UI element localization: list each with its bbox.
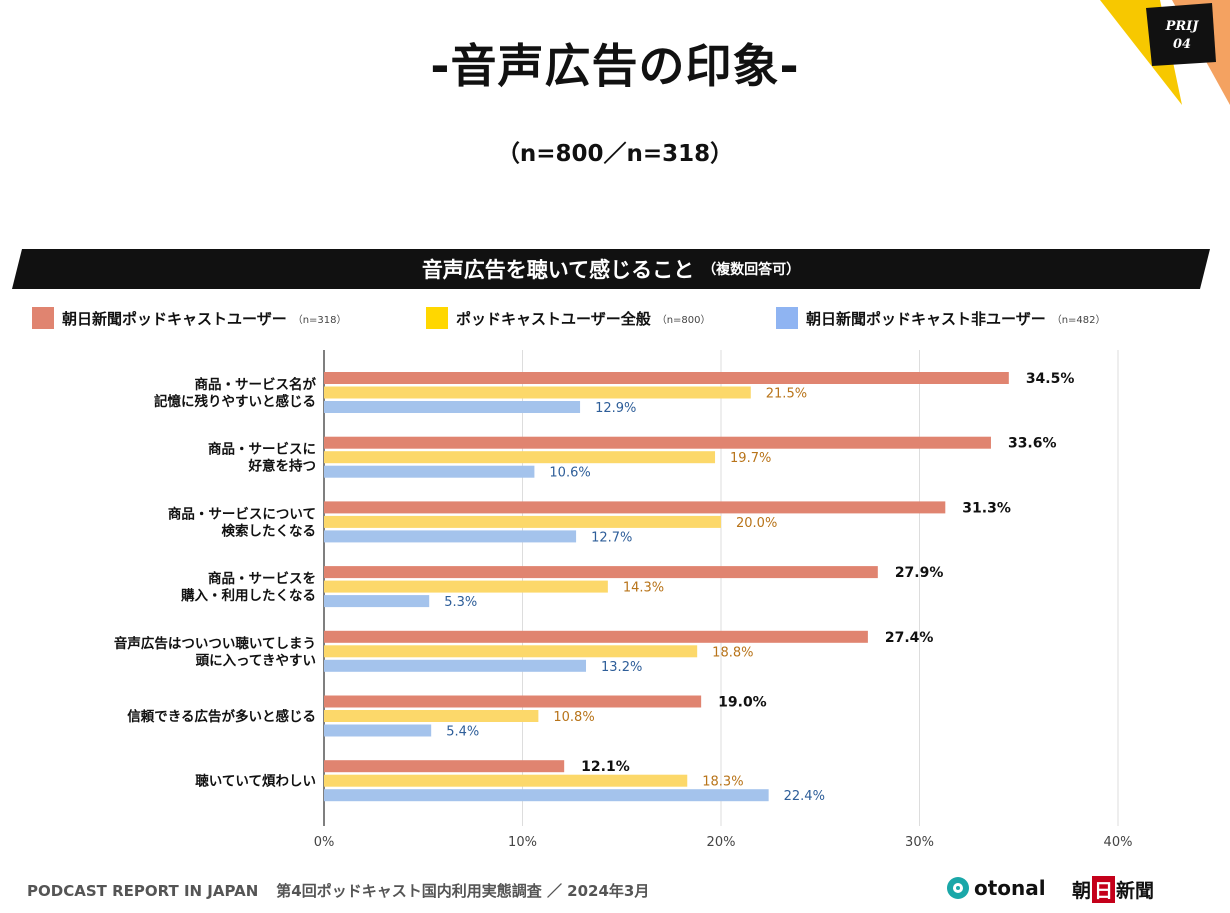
chart-banner-title: 音声広告を聴いて感じること [421,258,695,282]
bar [324,372,1009,384]
data-label: 31.3% [962,500,1011,516]
badge-shape [1146,3,1216,66]
bar [324,436,991,449]
data-label: 18.3% [702,775,743,790]
bar [324,695,702,708]
data-label: 18.8% [712,645,753,660]
footer-source: PODCAST REPORT IN JAPAN 第4回ポッドキャスト国内利用実態調… [27,880,667,901]
page-subtitle: （n=800／n=318） [496,141,734,167]
footer-report: PODCAST REPORT IN JAPAN [27,882,259,900]
x-tick-label: 40% [1104,835,1133,850]
data-label: 22.4% [784,789,825,804]
legend-n-all-users: （n=800） [656,314,711,326]
legend-label-all-users: ポッドキャストユーザー全般 [456,309,651,328]
otonal-logo-text: otonal [974,876,1046,900]
data-label: 19.7% [730,451,771,466]
category-label: 商品・サービスに [208,441,316,458]
category-label: 好意を持つ [248,458,317,475]
badge-line1: PRIJ [1165,19,1200,34]
bar [324,774,688,787]
asahi-logo-part2: 日 [1092,876,1116,903]
bar [324,595,430,608]
category-label: 音声広告はついつい聴いてしまう [114,635,316,652]
data-label: 5.4% [446,725,479,740]
x-tick-label: 0% [314,835,335,850]
corner-badge: PRIJ 04 [1100,0,1230,105]
legend-item-all-users: ポッドキャストユーザー全般 （n=800） [426,307,711,329]
chart-banner-background [12,249,1210,289]
x-tick-label: 10% [508,835,537,850]
legend-item-non-users: 朝日新聞ポッドキャスト非ユーザー （n=482） [776,307,1106,329]
bar [324,724,432,737]
legend-swatch-non-users [776,307,798,329]
bar [324,386,751,399]
category-label: 検索したくなる [222,522,317,539]
bar [324,659,587,672]
bar [324,580,608,593]
asahi-logo: 朝日新聞 [1072,876,1154,903]
category-label: 商品・サービス名が [195,376,317,393]
data-label: 34.5% [1026,371,1075,387]
bar [324,760,565,773]
bar [324,710,539,722]
legend-n-non-users: （n=482） [1051,314,1106,326]
legend-swatch-all-users [426,307,448,329]
x-tick-label: 20% [707,835,736,850]
legend-item-asahi-users: 朝日新聞ポッドキャストユーザー （n=318） [32,307,347,329]
legend-label-asahi-users: 朝日新聞ポッドキャストユーザー [62,309,287,328]
bar [324,789,769,802]
otonal-logo: otonal [946,876,1046,900]
data-label: 10.6% [549,466,590,481]
legend-n-asahi-users: （n=318） [292,314,347,326]
otonal-icon [947,877,969,899]
bar [324,401,581,413]
x-tick-label: 30% [905,835,934,850]
bar [324,630,868,643]
badge-line2: 04 [1173,37,1191,52]
bar [324,566,878,579]
data-label: 27.4% [885,630,934,646]
bar [324,530,577,543]
data-label: 21.5% [766,387,807,402]
data-label: 19.0% [718,695,767,711]
category-label: 記憶に残りやすいと感じる [154,393,316,410]
data-label: 12.9% [595,401,636,416]
bar [324,501,946,514]
data-label: 27.9% [895,565,944,581]
legend: 朝日新聞ポッドキャストユーザー （n=318） ポッドキャストユーザー全般 （n… [32,307,1222,333]
data-label: 12.7% [591,530,632,545]
data-label: 5.3% [444,595,477,610]
footer-survey: 第4回ポッドキャスト国内利用実態調査 ／ 2024年3月 [276,882,650,900]
category-label: 商品・サービスについて [168,505,316,522]
category-label: 頭に入ってきやすい [196,653,316,669]
legend-label-non-users: 朝日新聞ポッドキャスト非ユーザー [806,309,1046,328]
chart-banner: 音声広告を聴いて感じること （複数回答可） [12,249,1210,289]
data-label: 12.1% [581,759,630,775]
data-label: 14.3% [623,581,664,596]
category-label: 信頼できる広告が多いと感じる [127,708,316,725]
category-label: 商品・サービスを [208,570,316,587]
chart-banner-note: （複数回答可） [702,262,801,278]
legend-swatch-asahi-users [32,307,54,329]
category-label: 購入・利用したくなる [180,587,316,604]
bar [324,645,698,658]
asahi-logo-part3: 新聞 [1116,880,1155,902]
category-label: 聴いていて煩わしい [195,774,316,790]
data-label: 10.8% [553,710,594,725]
data-label: 33.6% [1008,436,1057,452]
bar [324,515,721,528]
bar [324,451,716,464]
data-label: 13.2% [601,660,642,675]
page-title: -音声広告の印象- [430,39,800,93]
bar [324,465,535,478]
asahi-logo-part1: 朝 [1072,880,1092,902]
data-label: 20.0% [736,516,777,531]
